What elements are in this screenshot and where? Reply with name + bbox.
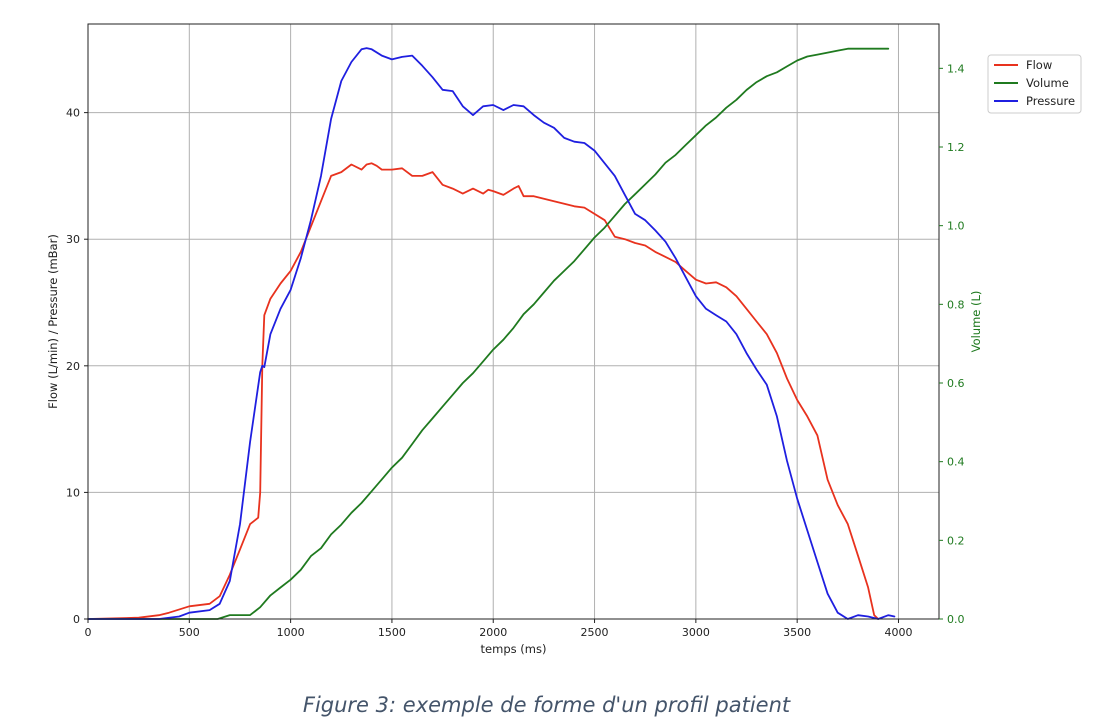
x-tick-label: 500 [179,626,200,639]
x-tick-label: 4000 [884,626,912,639]
x-tick-label: 3500 [783,626,811,639]
y-tick-label: 40 [66,107,80,120]
x-tick-label: 3000 [682,626,710,639]
y2-tick-label: 0.0 [947,613,965,626]
legend: Flow Volume Pressure [987,54,1082,114]
legend-box [987,54,1082,114]
y2-tick-label: 0.2 [947,534,965,547]
series-line-flow [87,162,880,620]
x-tick-label: 2500 [581,626,609,639]
x-tick-label: 2000 [479,626,507,639]
x-axis-title: temps (ms) [481,642,547,656]
x-axis: 0 500 1000 1500 2000 2500 3000 3500 4000 [85,619,912,639]
y2-tick-label: 1.2 [947,141,965,154]
y2-tick-label: 1.0 [947,220,965,233]
y-tick-label: 0 [73,613,80,626]
y2-tick-label: 1.4 [947,62,965,75]
figure-caption: Figure 3: exemple de forme d'un profil p… [302,693,791,717]
x-tick-label: 0 [85,626,92,639]
x-tick-label: 1000 [277,626,305,639]
y-tick-label: 30 [66,233,80,246]
legend-label-volume: Volume [1026,76,1069,90]
plot-lines [87,47,896,620]
series-line-pressure [87,47,896,620]
y-axis-title: Flow (L/min) / Pressure (mBar) [46,234,60,409]
y-axis-left: 0 10 20 30 40 [66,107,88,626]
plot-frame [87,23,940,620]
y2-tick-label: 0.4 [947,456,965,469]
legend-label-flow: Flow [1026,58,1052,72]
y2-axis-title: Volume (L) [969,291,983,353]
y2-tick-label: 0.8 [947,298,965,311]
y-tick-label: 10 [66,486,80,499]
series-line-volume [87,47,890,620]
x-tick-label: 1500 [378,626,406,639]
y-axis-right: 0.0 0.2 0.4 0.6 0.8 1.0 1.2 1.4 [939,62,965,626]
y-tick-label: 20 [66,360,80,373]
y2-tick-label: 0.6 [947,377,965,390]
legend-label-pressure: Pressure [1026,94,1075,108]
chart: 0 500 1000 1500 2000 2500 3000 3500 4000 0 10 20 30… [46,23,1082,656]
grid [87,24,939,620]
